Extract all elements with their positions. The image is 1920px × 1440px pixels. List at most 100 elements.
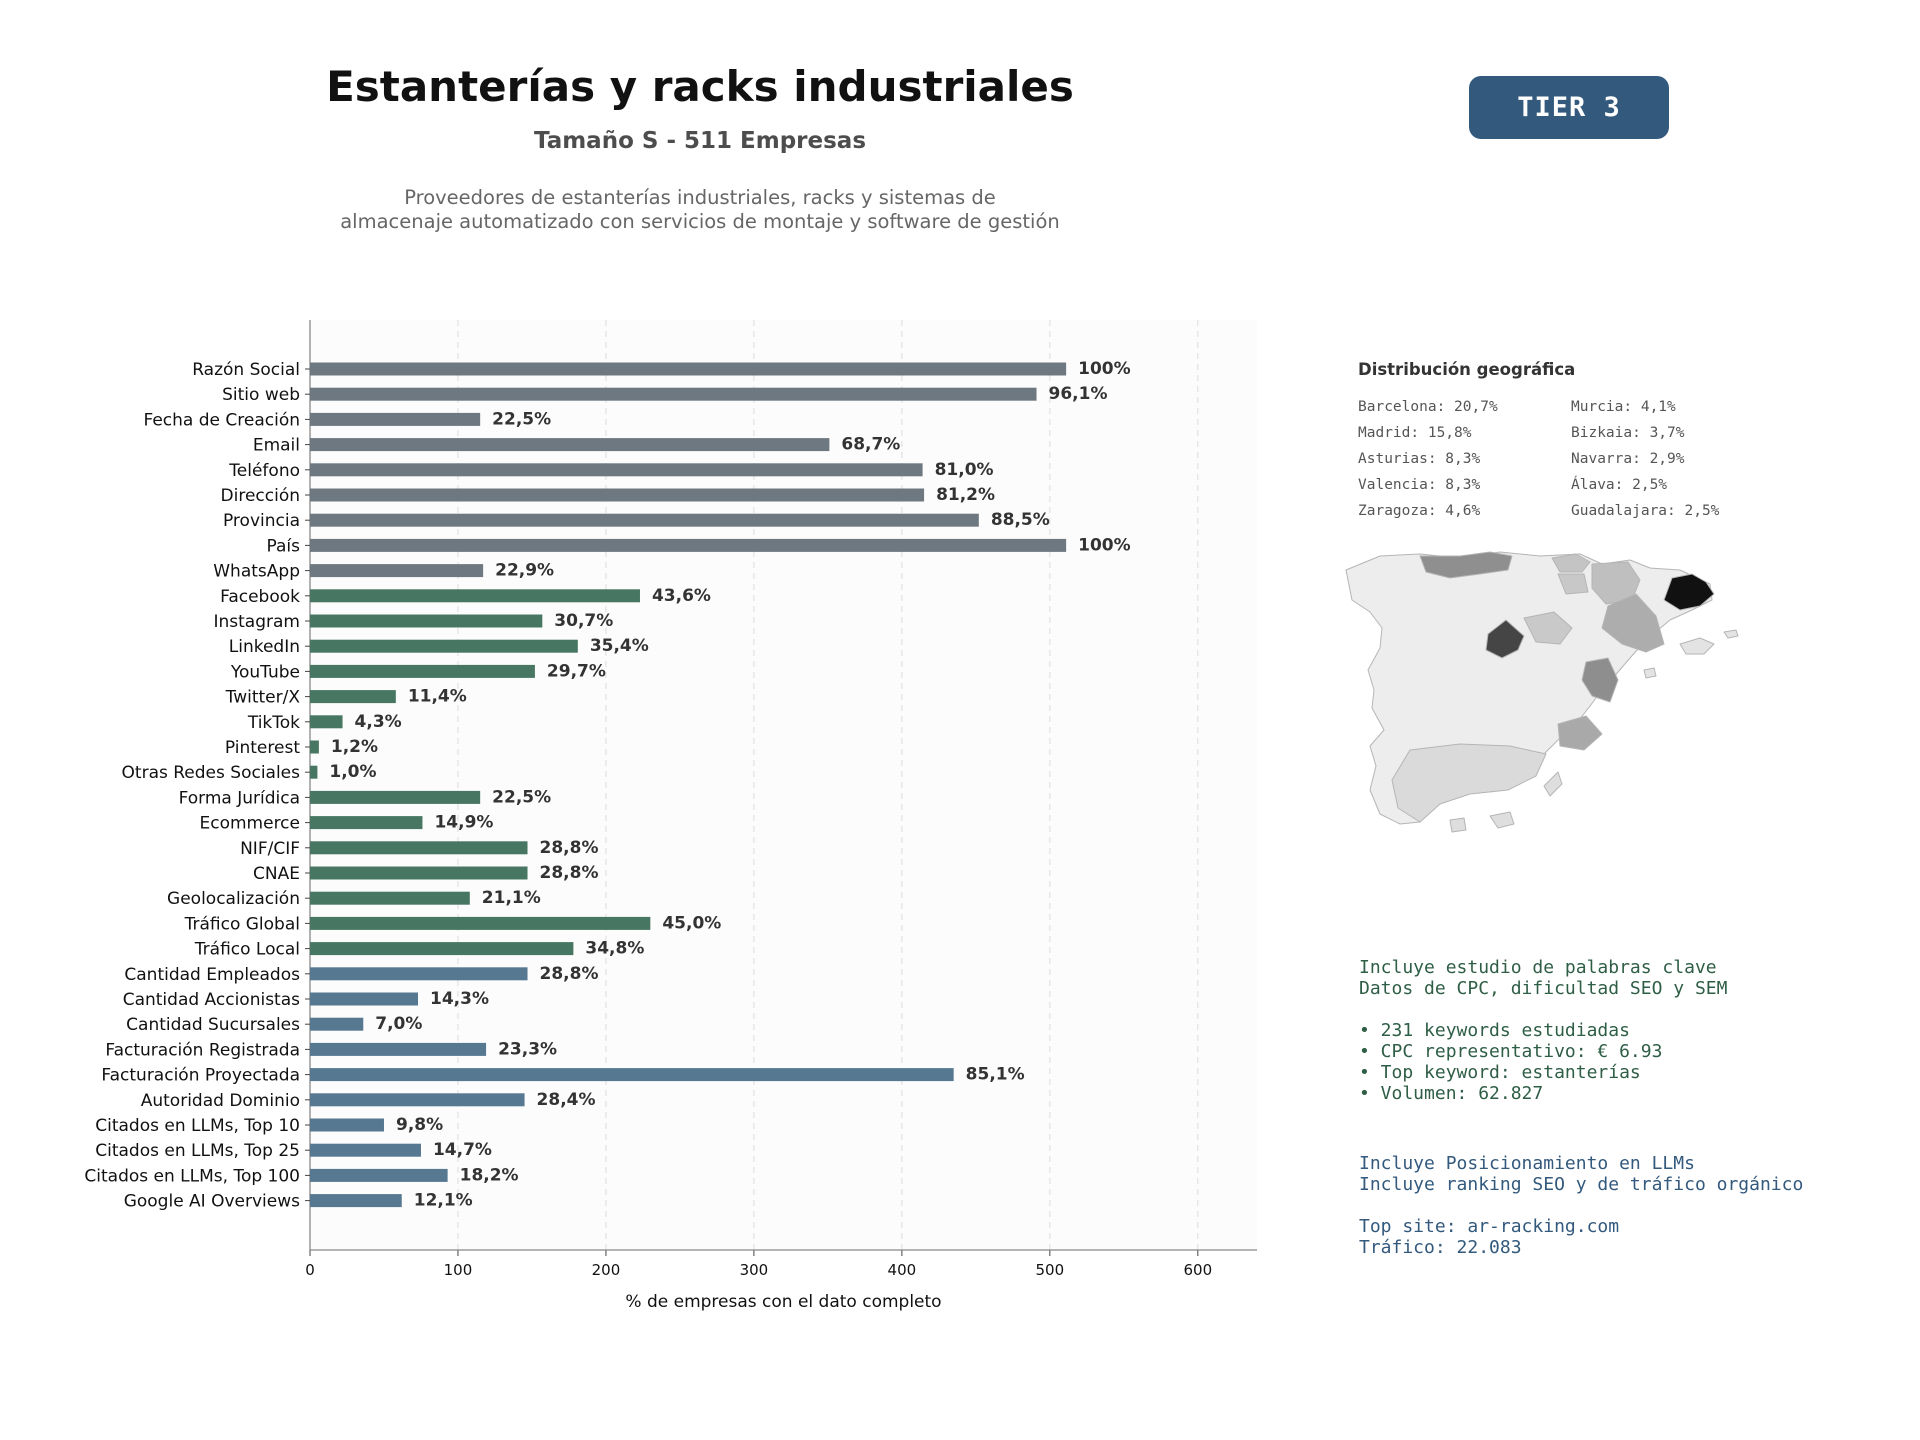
category-label: Teléfono	[228, 461, 300, 481]
bar	[310, 967, 528, 981]
plot-area	[310, 320, 1257, 1250]
x-tick-label: 300	[740, 1261, 769, 1279]
category-label: YouTube	[230, 662, 300, 682]
bar	[310, 589, 640, 603]
map-canarias-east	[1543, 771, 1563, 797]
x-tick-label: 100	[444, 1261, 473, 1279]
bar	[310, 740, 319, 754]
keywords-info: Incluye estudio de palabras clave Datos d…	[1359, 957, 1727, 1104]
map-canarias-mid	[1489, 811, 1515, 829]
bar	[310, 690, 396, 704]
data-label: 28,8%	[540, 838, 599, 858]
page-subtitle: Tamaño S - 511 Empresas	[533, 128, 867, 154]
category-label: Cantidad Accionistas	[123, 990, 300, 1010]
map-barcelona	[1663, 573, 1715, 611]
description-line: Proveedores de estanterías industriales,…	[404, 186, 996, 209]
data-label: 22,9%	[495, 561, 554, 581]
geo-distribution-title: Distribución geográfica	[1358, 360, 1576, 379]
bar	[310, 614, 543, 628]
bar	[310, 1168, 448, 1182]
data-label: 14,3%	[430, 989, 489, 1009]
bar	[310, 1194, 402, 1208]
category-label: Geolocalización	[167, 889, 300, 909]
map-asturias	[1419, 551, 1513, 579]
geo-entry: Navarra: 2,9%	[1571, 451, 1685, 467]
category-label: WhatsApp	[213, 562, 300, 582]
description-line: almacenaje automatizado con servicios de…	[340, 210, 1060, 233]
keywords-bullet: • 231 keywords estudiadas	[1359, 1020, 1630, 1041]
map-murcia	[1557, 715, 1603, 751]
llm-line: Incluye ranking SEO y de tráfico orgánic…	[1359, 1174, 1804, 1195]
geo-entry: Álava: 2,5%	[1571, 477, 1668, 493]
llm-traffic: Tráfico: 22.083	[1359, 1237, 1522, 1258]
category-label: NIF/CIF	[240, 839, 300, 859]
page-description: Proveedores de estanterías industriales,…	[240, 186, 1160, 234]
category-label: Citados en LLMs, Top 25	[95, 1141, 300, 1161]
bar	[310, 362, 1067, 376]
bar	[310, 1042, 487, 1056]
geo-entry: Guadalajara: 2,5%	[1571, 503, 1720, 519]
data-label: 81,2%	[936, 485, 995, 505]
bar	[310, 664, 535, 678]
tier-badge: TIER 3	[1469, 76, 1669, 139]
category-label: Google AI Overviews	[124, 1192, 300, 1212]
spain-province-map	[1345, 551, 1739, 833]
bar	[310, 387, 1037, 401]
category-label: Tráfico Local	[194, 940, 300, 960]
bar	[310, 438, 830, 452]
data-label: 30,7%	[554, 611, 613, 631]
data-label: 14,9%	[434, 813, 493, 833]
data-label: 4,3%	[355, 712, 402, 732]
category-label: Ecommerce	[200, 814, 301, 834]
map-alava	[1557, 573, 1589, 595]
llm-info: Incluye Posicionamiento en LLMs Incluye r…	[1359, 1153, 1803, 1258]
x-tick-label: 200	[592, 1261, 621, 1279]
bar	[310, 816, 423, 830]
data-label: 12,1%	[414, 1191, 473, 1211]
geo-entry: Barcelona: 20,7%	[1358, 399, 1498, 415]
bar	[310, 765, 318, 779]
x-tick-label: 500	[1036, 1261, 1065, 1279]
map-andalucia	[1391, 743, 1547, 823]
map-menorca	[1723, 629, 1739, 639]
bar	[310, 412, 481, 426]
map-ibiza	[1643, 667, 1657, 679]
map-zaragoza	[1601, 593, 1665, 653]
x-tick-label: 0	[305, 1261, 315, 1279]
bar-chart: 0 100 200 300 400 500 600 Razón Social 100% Sitio…	[84, 320, 1257, 1312]
category-label: Cantidad Sucursales	[126, 1015, 300, 1035]
geo-entry: Murcia: 4,1%	[1571, 399, 1676, 415]
data-label: 100%	[1078, 535, 1131, 555]
category-label: Facturación Registrada	[105, 1040, 300, 1060]
map-baleares	[1679, 637, 1715, 655]
category-label: Email	[253, 436, 300, 456]
llm-top-site: Top site: ar-racking.com	[1359, 1216, 1620, 1237]
keywords-bullet: • CPC representativo: € 6.93	[1359, 1041, 1663, 1062]
data-label: 29,7%	[547, 661, 606, 681]
category-label: Sitio web	[222, 385, 300, 405]
bar	[310, 790, 481, 804]
bar	[310, 488, 925, 502]
geo-entry: Bizkaia: 3,7%	[1571, 425, 1685, 441]
bar	[310, 1118, 384, 1132]
data-label: 35,4%	[590, 636, 649, 656]
data-label: 88,5%	[991, 510, 1050, 530]
category-label: Facebook	[220, 587, 300, 607]
bar	[310, 538, 1067, 552]
data-label: 81,0%	[935, 460, 994, 480]
data-label: 18,2%	[460, 1165, 519, 1185]
category-label: País	[267, 536, 301, 556]
category-label: Twitter/X	[225, 688, 301, 708]
category-label: Otras Redes Sociales	[122, 763, 301, 783]
category-label: Pinterest	[225, 738, 300, 758]
category-label: Dirección	[221, 486, 300, 506]
category-label: Tráfico Global	[184, 914, 300, 934]
map-madrid	[1485, 619, 1525, 659]
category-label: CNAE	[253, 864, 300, 884]
data-label: 23,3%	[498, 1039, 557, 1059]
geo-distribution-list: Barcelona: 20,7% Murcia: 4,1% Madrid: 15…	[1358, 397, 1771, 521]
category-label: Facturación Proyectada	[101, 1066, 300, 1086]
llm-line: Incluye Posicionamiento en LLMs	[1359, 1153, 1695, 1174]
bar	[310, 1093, 525, 1107]
geo-entry: Asturias: 8,3%	[1358, 451, 1481, 467]
